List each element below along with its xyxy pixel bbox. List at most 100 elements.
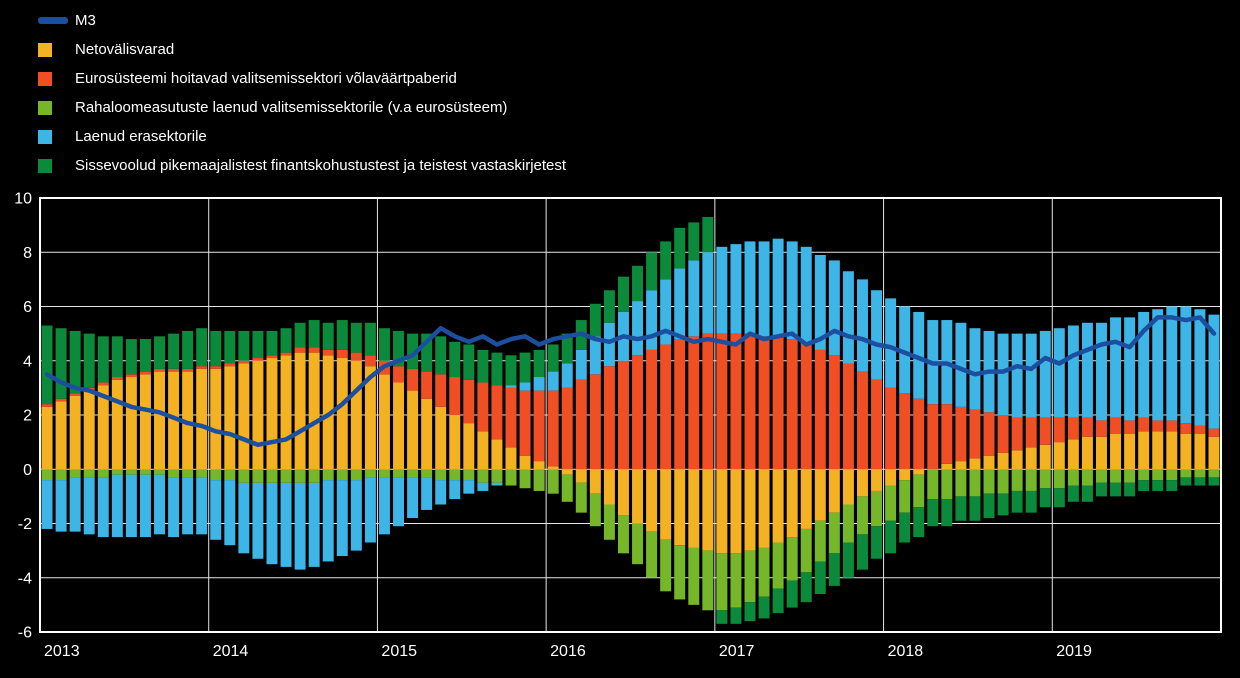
bar-segment xyxy=(913,507,925,538)
bar-segment xyxy=(547,344,559,372)
bar-segment xyxy=(224,363,236,367)
bar-segment xyxy=(505,385,517,388)
bar-segment xyxy=(814,254,826,350)
bar-segment xyxy=(632,301,644,356)
bar-segment xyxy=(252,330,264,359)
bar-segment xyxy=(336,349,348,359)
bar-segment xyxy=(55,480,67,532)
bar-segment xyxy=(1124,433,1136,470)
bar-segment xyxy=(1208,428,1220,437)
bar-segment xyxy=(477,382,489,432)
bar-segment xyxy=(41,480,53,529)
bar-segment xyxy=(730,607,742,624)
bar-segment xyxy=(632,469,644,524)
bar-segment xyxy=(1053,442,1065,470)
bar-segment xyxy=(646,349,658,470)
bar-segment xyxy=(1110,433,1122,470)
bar-segment xyxy=(1081,485,1093,502)
bar-segment xyxy=(814,520,826,562)
y-tick-label: 8 xyxy=(23,245,32,262)
bar-segment xyxy=(716,469,728,554)
legend-label-ltfl-other: Sissevoolud pikemaajalistest finantskohu… xyxy=(75,157,567,174)
bar-segment xyxy=(955,461,967,470)
bar-segment xyxy=(1180,306,1192,424)
bar-segment xyxy=(941,404,953,464)
bar-segment xyxy=(730,333,742,470)
m3-line xyxy=(44,315,1217,448)
bar-segment xyxy=(55,328,67,399)
y-tick-label: -4 xyxy=(18,570,32,587)
bar-segment xyxy=(758,241,770,337)
bar-segment xyxy=(772,238,784,337)
bar-segment xyxy=(139,469,151,475)
bar-segment xyxy=(561,469,573,475)
x-tick-label: 2015 xyxy=(381,643,417,660)
bar-segment xyxy=(955,406,967,462)
bar-segment xyxy=(969,409,981,459)
bar-segment xyxy=(196,477,208,535)
bar-segment xyxy=(154,368,165,372)
bar-segment xyxy=(196,368,208,470)
bar-segment xyxy=(350,352,362,361)
bar-segment xyxy=(224,480,236,546)
bar-segment xyxy=(252,358,264,361)
bar-segment xyxy=(83,333,95,388)
bar-segment xyxy=(1011,417,1023,451)
bar-segment xyxy=(1138,480,1150,491)
bar-segment xyxy=(505,447,517,470)
legend-item-mfi-gov-loans: Rahaloomeasutuste laenud valitsemissekto… xyxy=(38,93,566,122)
legend-label-net-foreign-assets: Netovälisvarad xyxy=(75,41,175,58)
y-tick-label: 0 xyxy=(23,462,32,479)
bar-segment xyxy=(547,469,559,494)
bar-segment xyxy=(772,336,784,470)
bar-segment xyxy=(702,469,714,551)
bar-segment xyxy=(407,469,419,478)
bar-segment xyxy=(83,390,95,470)
bar-segment xyxy=(1180,433,1192,470)
bar-segment xyxy=(435,374,447,407)
bar-segment xyxy=(913,398,925,470)
ltfl-other-swatch-icon xyxy=(38,158,52,173)
bar-segment xyxy=(378,374,390,470)
bar-segment xyxy=(393,366,405,383)
bar-segment xyxy=(744,241,756,334)
bar-segment xyxy=(828,512,840,554)
bar-segment xyxy=(1067,439,1079,470)
bar-segment xyxy=(364,366,376,470)
x-tick-label: 2018 xyxy=(888,643,924,660)
legend-item-private-sector-credit: Laenud erasektorile xyxy=(38,122,566,151)
bar-segment xyxy=(1025,469,1037,491)
bar-segment xyxy=(660,539,672,592)
bar-segment xyxy=(730,469,742,554)
bar-segment xyxy=(491,482,503,486)
bar-segment xyxy=(477,469,489,483)
bar-segment xyxy=(533,377,545,391)
bar-segment xyxy=(1025,333,1037,418)
bar-segment xyxy=(842,469,854,505)
bar-segment xyxy=(786,339,798,470)
bar-segment xyxy=(997,452,1009,470)
bar-segment xyxy=(393,330,405,367)
bar-segment xyxy=(885,485,897,521)
y-tick-label: -6 xyxy=(18,625,32,642)
bar-segment xyxy=(97,385,109,470)
bar-segment xyxy=(393,382,405,470)
bar-segment xyxy=(505,469,517,486)
bar-segment xyxy=(210,469,222,481)
bar-segment xyxy=(1166,431,1178,470)
bar-segment xyxy=(449,377,461,415)
bar-segment xyxy=(969,328,981,410)
bar-segment xyxy=(1081,436,1093,470)
bar-segment xyxy=(196,366,208,369)
bar-segment xyxy=(646,290,658,350)
bar-segment xyxy=(1124,317,1136,421)
bar-segment xyxy=(1180,423,1192,434)
bar-segment xyxy=(364,477,376,543)
bar-segment xyxy=(828,355,840,470)
bar-segment xyxy=(154,474,165,535)
bar-segment xyxy=(294,482,306,570)
bar-segment xyxy=(505,387,517,448)
bar-segment xyxy=(913,474,925,508)
bar-segment xyxy=(856,496,868,535)
